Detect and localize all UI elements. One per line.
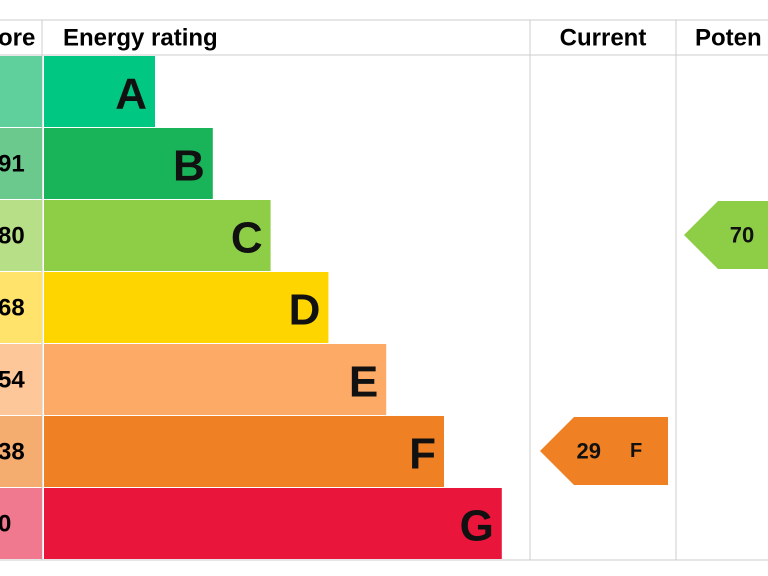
score-cell <box>0 128 42 199</box>
band-bar <box>44 128 213 199</box>
score-cell <box>0 344 42 415</box>
current-band: F <box>630 440 642 462</box>
band-letter: G <box>460 502 494 551</box>
potential-header: Poten <box>695 25 762 52</box>
score-label: 80 <box>0 223 25 250</box>
score-header: ore <box>0 25 35 52</box>
score-label: 54 <box>0 367 25 394</box>
rating-arrow <box>540 417 668 485</box>
score-label: 0 <box>0 511 11 538</box>
score-cell <box>0 56 42 127</box>
score-label: 68 <box>0 295 25 322</box>
score-label: 38 <box>0 439 25 466</box>
rating-header: Energy rating <box>63 25 218 52</box>
band-bar <box>44 56 155 127</box>
score-cell <box>0 416 42 487</box>
band-letter: D <box>289 286 321 335</box>
band-bar <box>44 344 387 415</box>
score-cell <box>0 272 42 343</box>
score-label: 91 <box>0 151 25 178</box>
band-letter: E <box>349 358 378 407</box>
current-value: 29 <box>577 439 601 464</box>
score-cell <box>0 200 42 271</box>
current-header: Current <box>560 25 647 52</box>
potential-value: 70 <box>730 223 754 248</box>
band-bar <box>44 488 502 559</box>
band-letter: B <box>173 142 205 191</box>
band-bar <box>44 272 329 343</box>
score-cell <box>0 488 42 559</box>
band-bar <box>44 200 271 271</box>
band-bar <box>44 416 444 487</box>
band-letter: F <box>409 430 436 479</box>
rating-arrow <box>684 201 768 269</box>
band-letter: A <box>115 70 147 119</box>
band-letter: C <box>231 214 263 263</box>
